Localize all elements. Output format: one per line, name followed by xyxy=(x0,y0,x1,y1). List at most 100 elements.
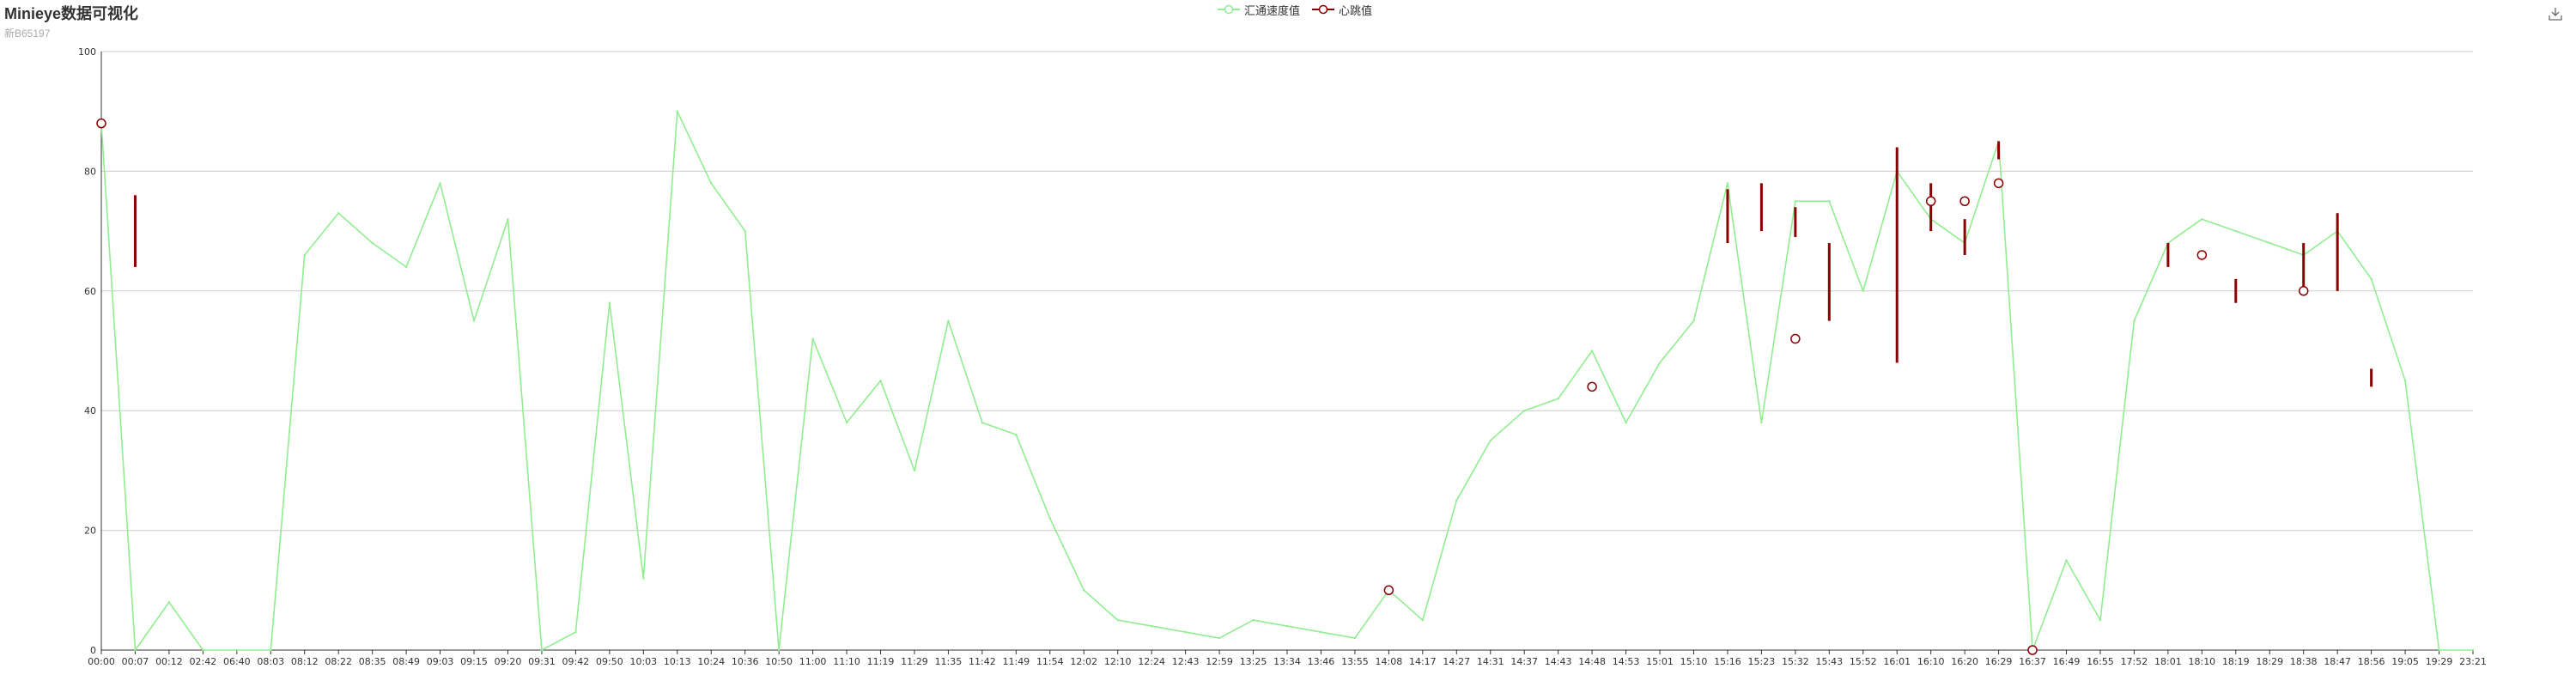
x-tick-label: 14:43 xyxy=(1545,656,1572,667)
speed-point xyxy=(1015,433,1018,436)
speed-point xyxy=(472,319,476,322)
speed-point xyxy=(811,337,814,340)
heartbeat-bar xyxy=(1726,189,1729,244)
speed-point xyxy=(845,421,848,424)
x-tick-label: 10:50 xyxy=(765,656,793,667)
x-tick-label: 12:43 xyxy=(1172,656,1200,667)
x-tick-label: 13:46 xyxy=(1308,656,1335,667)
x-tick-label: 00:07 xyxy=(122,656,149,667)
x-tick-label: 14:27 xyxy=(1443,656,1470,667)
x-tick-label: 15:43 xyxy=(1815,656,1843,667)
legend-item-speed[interactable]: 汇通速度值 xyxy=(1218,2,1300,18)
legend-swatch-heartbeat xyxy=(1312,4,1335,15)
speed-point xyxy=(1218,636,1221,640)
x-tick-label: 18:47 xyxy=(2324,656,2351,667)
speed-point xyxy=(1455,499,1458,502)
x-tick-label: 09:15 xyxy=(460,656,488,667)
x-tick-label: 14:48 xyxy=(1578,656,1606,667)
y-tick-label: 80 xyxy=(84,166,96,177)
x-tick-label: 11:19 xyxy=(867,656,895,667)
speed-point xyxy=(2269,241,2271,245)
x-tick-label: 08:49 xyxy=(392,656,420,667)
x-tick-label: 16:01 xyxy=(1883,656,1911,667)
x-tick-label: 08:22 xyxy=(325,656,352,667)
heartbeat-bar xyxy=(133,195,137,267)
heartbeat-bar xyxy=(2370,368,2373,387)
speed-point xyxy=(1929,217,1932,221)
x-tick-label: 10:03 xyxy=(629,656,657,667)
speed-point xyxy=(1421,618,1425,622)
speed-point xyxy=(744,229,746,233)
x-tick-label: 11:10 xyxy=(833,656,860,667)
x-tick-label: 13:34 xyxy=(1273,656,1301,667)
y-tick-label: 100 xyxy=(78,46,96,58)
heartbeat-point xyxy=(1383,585,1394,596)
speed-point xyxy=(1252,618,1255,622)
speed-point xyxy=(2166,241,2170,245)
legend-swatch-speed xyxy=(1218,4,1240,15)
x-tick-label: 19:05 xyxy=(2391,656,2419,667)
legend-label-heartbeat: 心跳值 xyxy=(1339,4,1373,18)
speed-point xyxy=(1726,182,1729,185)
x-tick-label: 14:17 xyxy=(1409,656,1437,667)
speed-point xyxy=(2370,277,2372,281)
x-tick-label: 00:12 xyxy=(155,656,183,667)
heartbeat-point xyxy=(1993,178,2004,189)
download-icon[interactable] xyxy=(2547,5,2564,22)
x-tick-label: 11:42 xyxy=(969,656,996,667)
y-tick-label: 60 xyxy=(84,286,96,297)
heartbeat-bar xyxy=(1929,183,1933,232)
x-tick-label: 08:12 xyxy=(291,656,319,667)
x-tick-label: 16:55 xyxy=(2087,656,2114,667)
speed-point xyxy=(134,648,137,652)
speed-point xyxy=(1083,589,1085,592)
x-tick-label: 14:37 xyxy=(1510,656,1538,667)
legend-label-speed: 汇通速度值 xyxy=(1244,4,1301,18)
heartbeat-bar xyxy=(2234,278,2238,303)
y-tick-label: 20 xyxy=(84,526,96,537)
x-tick-label: 06:40 xyxy=(223,656,251,667)
speed-point xyxy=(2031,648,2034,652)
x-tick-label: 14:08 xyxy=(1376,656,1403,667)
x-tick-label: 12:24 xyxy=(1138,656,1165,667)
speed-point xyxy=(1760,421,1763,424)
heartbeat-point xyxy=(2027,645,2038,655)
speed-point xyxy=(2471,648,2475,652)
speed-point xyxy=(1625,421,1627,424)
x-tick-label: 19:29 xyxy=(2426,656,2453,667)
heartbeat-bar xyxy=(2302,243,2306,291)
heartbeat-bar xyxy=(2336,213,2339,291)
legend-item-heartbeat[interactable]: 心跳值 xyxy=(1312,2,1372,18)
speed-point xyxy=(167,601,171,604)
x-tick-label: 09:03 xyxy=(427,656,454,667)
heartbeat-bar xyxy=(1827,243,1831,321)
y-tick-label: 0 xyxy=(90,645,96,656)
x-tick-label: 15:01 xyxy=(1646,656,1674,667)
x-tick-label: 13:55 xyxy=(1341,656,1369,667)
chart-subtitle: 新B65197 xyxy=(4,27,51,40)
chart-title: Minieye数据可视化 xyxy=(4,5,139,22)
speed-point xyxy=(540,648,544,652)
x-tick-label: 14:53 xyxy=(1613,656,1640,667)
x-tick-label: 14:31 xyxy=(1477,656,1504,667)
heartbeat-point xyxy=(1959,196,1970,206)
speed-point xyxy=(1658,362,1662,364)
heartbeat-point xyxy=(1587,381,1597,392)
x-tick-label: 00:00 xyxy=(88,656,115,667)
speed-point xyxy=(404,265,408,269)
speed-point xyxy=(1997,140,2000,143)
x-tick-label: 11:35 xyxy=(935,656,963,667)
x-tick-label: 11:49 xyxy=(1002,656,1030,667)
speed-point xyxy=(1794,200,1797,203)
speed-point xyxy=(2099,618,2102,622)
x-tick-label: 18:10 xyxy=(2188,656,2215,667)
x-tick-label: 09:31 xyxy=(528,656,556,667)
chart-legend: 汇通速度值 心跳值 xyxy=(1218,2,1372,18)
x-tick-label: 10:36 xyxy=(732,656,759,667)
x-tick-label: 15:10 xyxy=(1680,656,1708,667)
speed-point xyxy=(1692,319,1695,322)
x-tick-label: 10:24 xyxy=(697,656,725,667)
speed-point xyxy=(1353,636,1357,640)
x-tick-label: 12:59 xyxy=(1206,656,1233,667)
